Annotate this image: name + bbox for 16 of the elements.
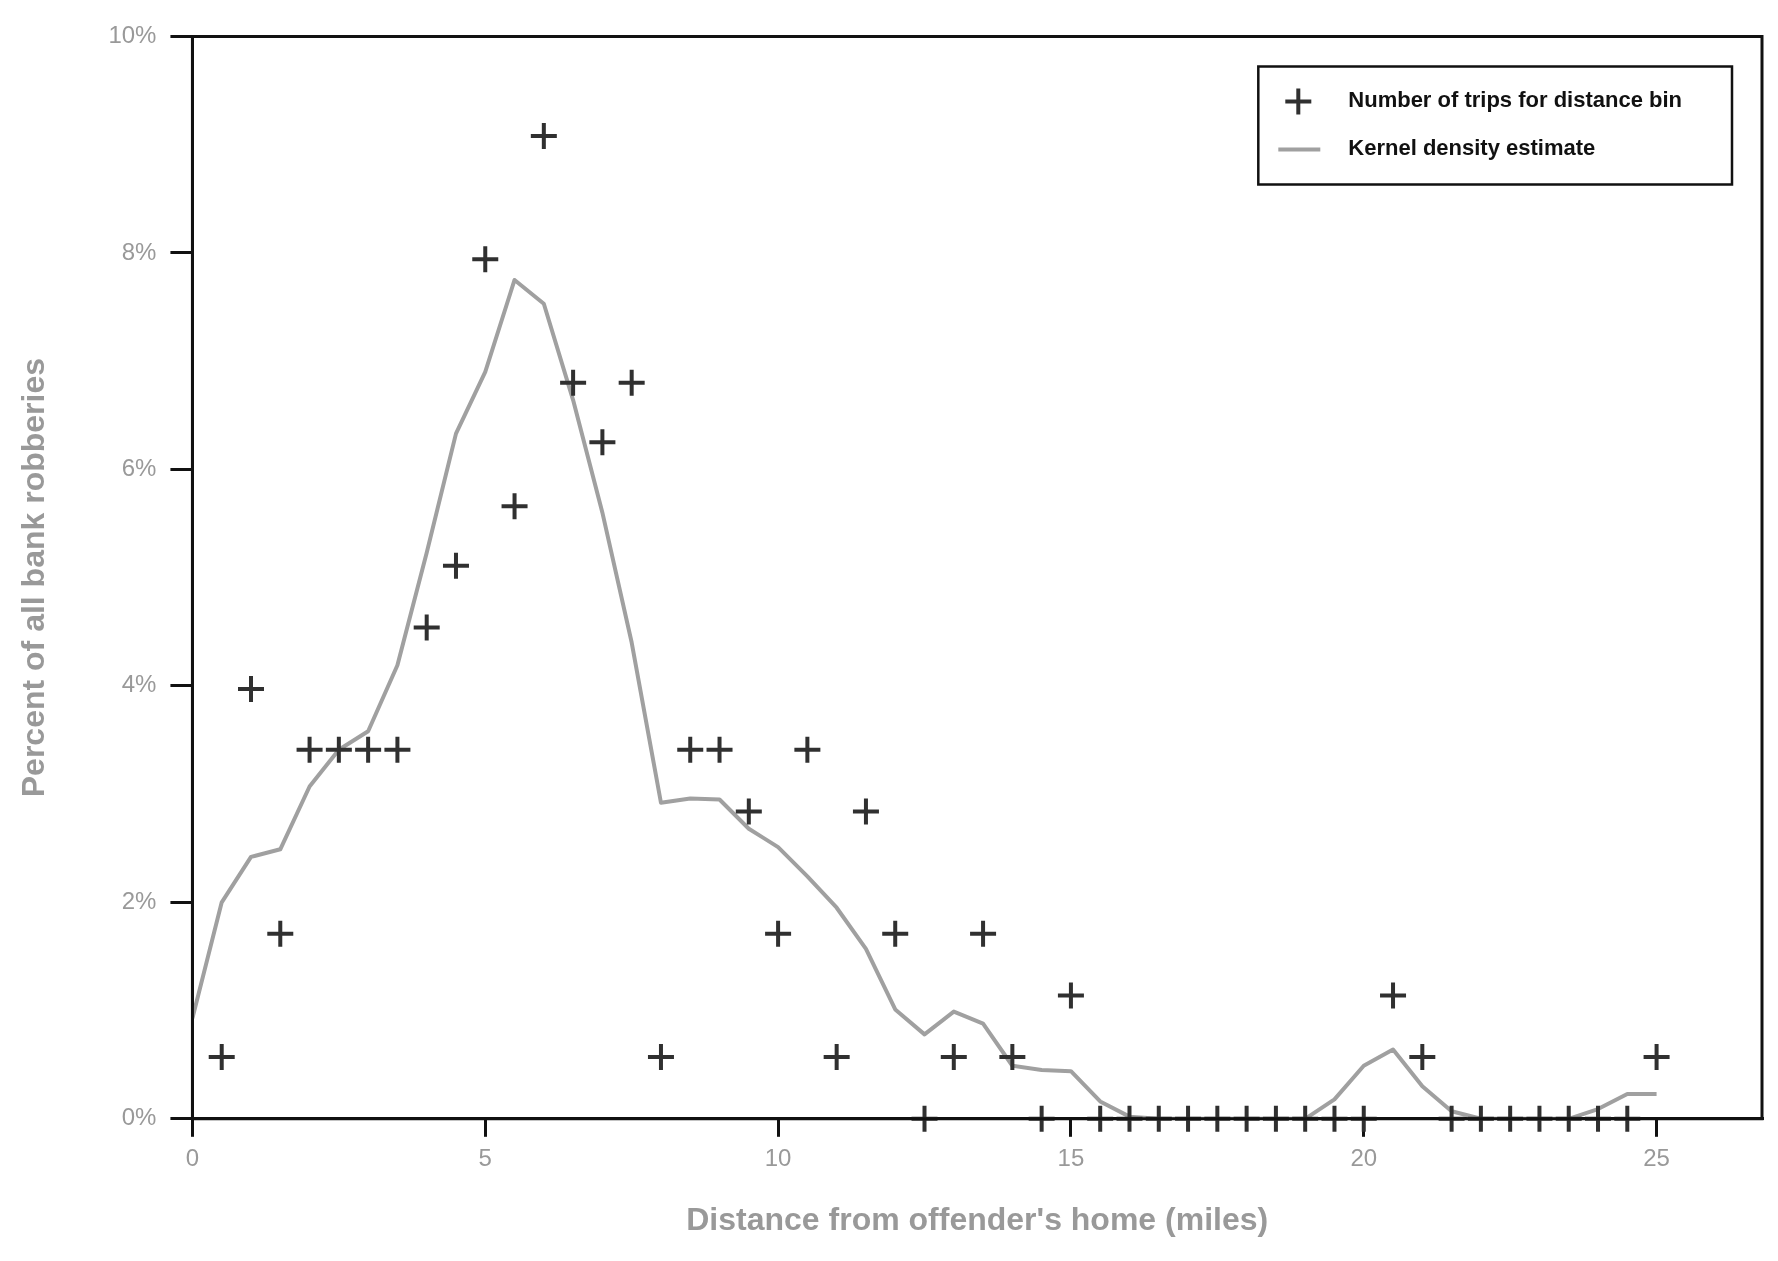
x-tick-label: 5 — [478, 1143, 492, 1171]
y-axis-title: Percent of all bank robberies — [15, 357, 52, 798]
legend-label: Kernel density estimate — [1348, 135, 1596, 161]
y-tick-label: 6% — [121, 453, 157, 481]
y-tick-label: 10% — [108, 21, 157, 49]
y-tick-label: 2% — [121, 886, 157, 914]
x-tick-label: 10 — [764, 1143, 792, 1171]
y-tick-label: 4% — [121, 670, 157, 698]
x-tick-label: 25 — [1643, 1143, 1670, 1171]
x-tick-label: 0 — [185, 1143, 200, 1171]
y-tick-label: 8% — [121, 237, 157, 265]
x-tick-label: 15 — [1057, 1143, 1085, 1171]
y-tick-label: 0% — [121, 1103, 157, 1131]
legend-label: Number of trips for distance bin — [1348, 87, 1683, 113]
x-axis-title: Distance from offender's home (miles) — [686, 1200, 1269, 1237]
x-tick-label: 20 — [1350, 1143, 1378, 1171]
